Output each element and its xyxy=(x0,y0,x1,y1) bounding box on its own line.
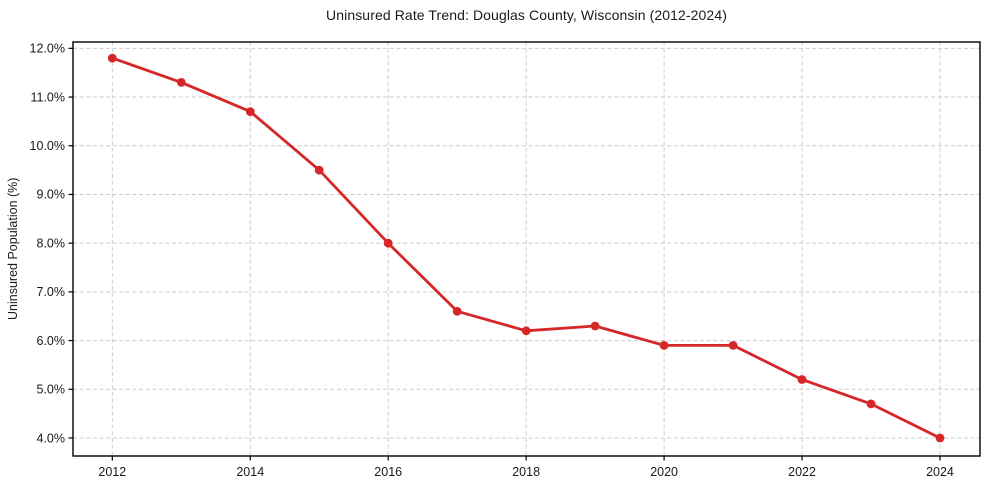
x-tick-label: 2018 xyxy=(512,465,540,479)
data-point-2018 xyxy=(521,326,531,336)
data-point-2020 xyxy=(659,341,669,350)
data-point-2014 xyxy=(245,107,255,116)
y-tick-label: 4.0% xyxy=(37,431,66,445)
x-tick-label: 2014 xyxy=(236,465,264,479)
chart-title: Uninsured Rate Trend: Douglas County, Wi… xyxy=(326,7,727,23)
data-point-2024 xyxy=(935,433,945,443)
y-tick-label: 7.0% xyxy=(37,285,66,299)
data-point-2017 xyxy=(452,306,462,316)
data-point-2022 xyxy=(797,375,807,384)
y-tick-label: 8.0% xyxy=(37,236,66,250)
y-tick-label: 6.0% xyxy=(37,334,66,348)
x-tick-label: 2016 xyxy=(374,465,402,479)
x-tick-label: 2024 xyxy=(926,465,954,479)
y-tick-label: 12.0% xyxy=(30,42,65,56)
data-point-2012 xyxy=(107,53,117,63)
data-point-2019 xyxy=(590,321,600,331)
x-tick-label: 2020 xyxy=(650,465,678,479)
y-tick-label: 5.0% xyxy=(37,383,66,397)
data-point-2015 xyxy=(314,165,324,175)
y-tick-label: 10.0% xyxy=(30,139,65,153)
data-point-2023 xyxy=(866,399,876,409)
x-tick-label: 2022 xyxy=(788,465,816,479)
y-tick-label: 9.0% xyxy=(37,188,66,202)
y-tick-label: 11.0% xyxy=(30,90,65,104)
data-point-2016 xyxy=(383,238,393,248)
data-point-2021 xyxy=(728,341,738,350)
data-point-2013 xyxy=(176,78,186,87)
x-tick-label: 2012 xyxy=(98,465,126,479)
